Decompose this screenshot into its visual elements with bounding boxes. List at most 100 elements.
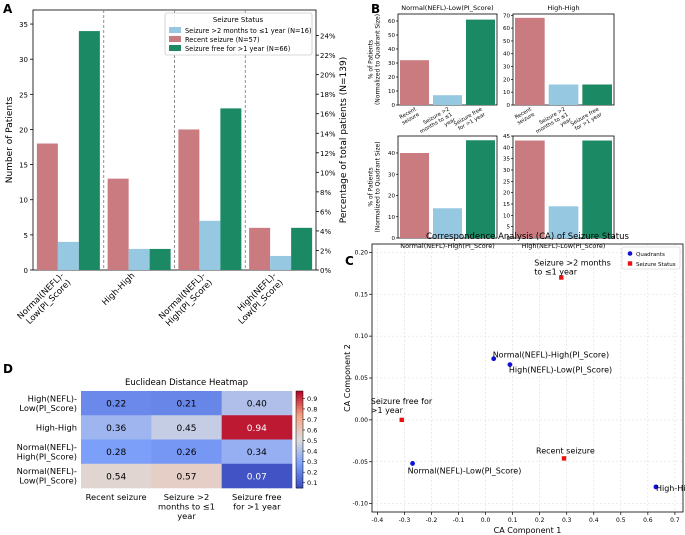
cell-value: 0.94	[247, 424, 267, 434]
legend-title: Seizure Status	[213, 16, 264, 24]
y-tick-label-line: 30	[19, 56, 28, 64]
colorbar-segment	[296, 391, 303, 394]
status-label-line: >1 year	[371, 406, 404, 415]
cell-value-line: 0.34	[247, 448, 267, 458]
y-tick-label-line: 50	[503, 39, 510, 45]
y-tick-label-line: 40	[388, 47, 395, 53]
legend-label: Seizure free for >1 year (N=66)	[185, 45, 290, 53]
y-tick-label: -0.05	[352, 459, 368, 466]
y-tick-label: 0	[507, 236, 511, 242]
y2-tick-label: 12%	[320, 150, 336, 158]
legend-label-line: Seizure >2 months to ≤1 year (N=16)	[185, 27, 312, 35]
y-tick-label-line: 20	[388, 75, 395, 81]
colorbar-segment	[296, 456, 303, 460]
x-tick-label: 0.7	[670, 517, 680, 524]
subplot-title: Normal(NEFL)-Low(PI_Score)	[401, 4, 493, 12]
bar-recent	[107, 178, 129, 270]
column-label: Recent seizure	[86, 492, 147, 502]
y-tick-label: 15	[19, 162, 28, 170]
colorbar-segment	[296, 405, 303, 409]
subplot-title-line: High-High	[547, 4, 579, 12]
colorbar-tick-label-line: 0.3	[307, 458, 317, 466]
y-tick-label-line: 40	[388, 151, 395, 157]
colorbar-segment	[296, 427, 303, 431]
y-tick-label: 5	[24, 232, 28, 240]
y2-tick-label-line: 14%	[320, 130, 336, 138]
y-tick-label: 20	[503, 191, 510, 197]
cell-value-line: 0.07	[247, 472, 267, 482]
y2-tick-label-line: 22%	[320, 52, 336, 60]
y-tick-label: 20	[19, 126, 28, 134]
quadrant-label-line: High(NEFL)-Low(PI_Score)	[509, 366, 612, 375]
y-tick-label: 25	[503, 179, 510, 185]
subplot-xlabel-line: High(NEFL)-Low(PI_Score)	[522, 242, 606, 250]
y2-tick-label-line: 18%	[320, 91, 336, 99]
colorbar-segment	[296, 422, 303, 426]
x-tick-label: -0.3	[399, 517, 411, 524]
heatmap-cell	[221, 415, 293, 440]
colorbar-tick-label: 0.2	[307, 469, 317, 477]
colorbar-tick-label: 0.6	[307, 427, 317, 435]
status-label-line: Seizure free for	[371, 397, 433, 406]
heatmap-cell	[81, 391, 152, 416]
column-label-line: Seizure >2	[164, 492, 210, 502]
plot-frame	[371, 243, 684, 513]
cell-value-line: 0.45	[176, 424, 196, 434]
colorbar-tick-label: 0.1	[307, 479, 317, 487]
y-tick-label: 0.00	[355, 417, 369, 424]
quadrant-label-line: Normal(NEFL)-Low(PI_Score)	[408, 466, 522, 475]
subplot-title: High-High	[547, 4, 579, 12]
colorbar-segment	[296, 444, 303, 448]
bar-months	[548, 84, 579, 105]
colorbar-segment	[296, 400, 303, 404]
y2-tick-label-line: 8%	[320, 189, 331, 197]
colorbar-tick-label: 0.3	[307, 458, 317, 466]
panel-letter-d: D	[3, 362, 13, 376]
y-axis-label: Number of Patients	[5, 96, 15, 183]
x-tick-label-line: 0.1	[508, 517, 518, 524]
y-tick-label-line: -0.10	[352, 501, 368, 508]
y-tick-label: 0	[392, 236, 396, 242]
heatmap-cell	[151, 415, 222, 440]
y-tick-label-line: 70	[503, 13, 510, 19]
y-tick-label: 0	[24, 267, 28, 275]
colorbar-tick-label: 0.4	[307, 448, 317, 456]
status-label: Seizure free for >1 year	[371, 397, 433, 415]
colorbar-segment	[296, 485, 303, 489]
x-tick-label: -0.1	[453, 517, 465, 524]
row-label-line: Normal(NEFL)-	[17, 442, 77, 452]
y-tick-label-line: 60	[388, 19, 395, 25]
y-tick-label-line: 40	[503, 52, 510, 58]
column-label-line: Seizure free	[232, 492, 282, 502]
colorbar-tick-label-line: 0.9	[307, 395, 317, 403]
y-tick-label-line: -0.05	[352, 459, 368, 466]
y-tick-label-line: 35	[503, 157, 510, 163]
cell-value: 0.34	[247, 448, 267, 458]
cell-value: 0.26	[176, 448, 196, 458]
y-tick-label: 35	[19, 21, 28, 29]
x-tick-label-line: 0.0	[481, 517, 491, 524]
legend-box	[621, 246, 681, 270]
y-tick-label-line: 15	[503, 202, 510, 208]
bar-free	[149, 248, 171, 270]
colorbar-tick-label-line: 0.4	[307, 448, 317, 456]
cell-value: 0.36	[106, 424, 126, 434]
x-tick-label: 0.3	[562, 517, 572, 524]
legend-swatch-free	[169, 45, 181, 51]
y-axis-label-line: (Normalized to Quadrant Size)	[374, 14, 381, 105]
colorbar-tick-label: 0.5	[307, 437, 317, 445]
x-tick-label-line: 0.4	[589, 517, 599, 524]
bar-recent	[400, 153, 429, 238]
row-label-line: Normal(NEFL)-	[17, 466, 77, 476]
colorbar-segment	[296, 471, 303, 474]
row-label-line: High(NEFL)-	[28, 393, 77, 403]
column-label-line: months to ≤1	[158, 502, 215, 512]
quadrant-label: Normal(NEFL)-High(PI_Score)	[493, 351, 609, 360]
y-tick-label-line: 15	[19, 162, 28, 170]
x-tick-label-line: -0.2	[426, 517, 438, 524]
x-tick-label: 0.2	[535, 517, 545, 524]
colorbar-segment	[296, 407, 303, 411]
status-label-line: Seizure >2 months	[534, 259, 611, 268]
legend-marker-quadrants	[627, 251, 633, 256]
